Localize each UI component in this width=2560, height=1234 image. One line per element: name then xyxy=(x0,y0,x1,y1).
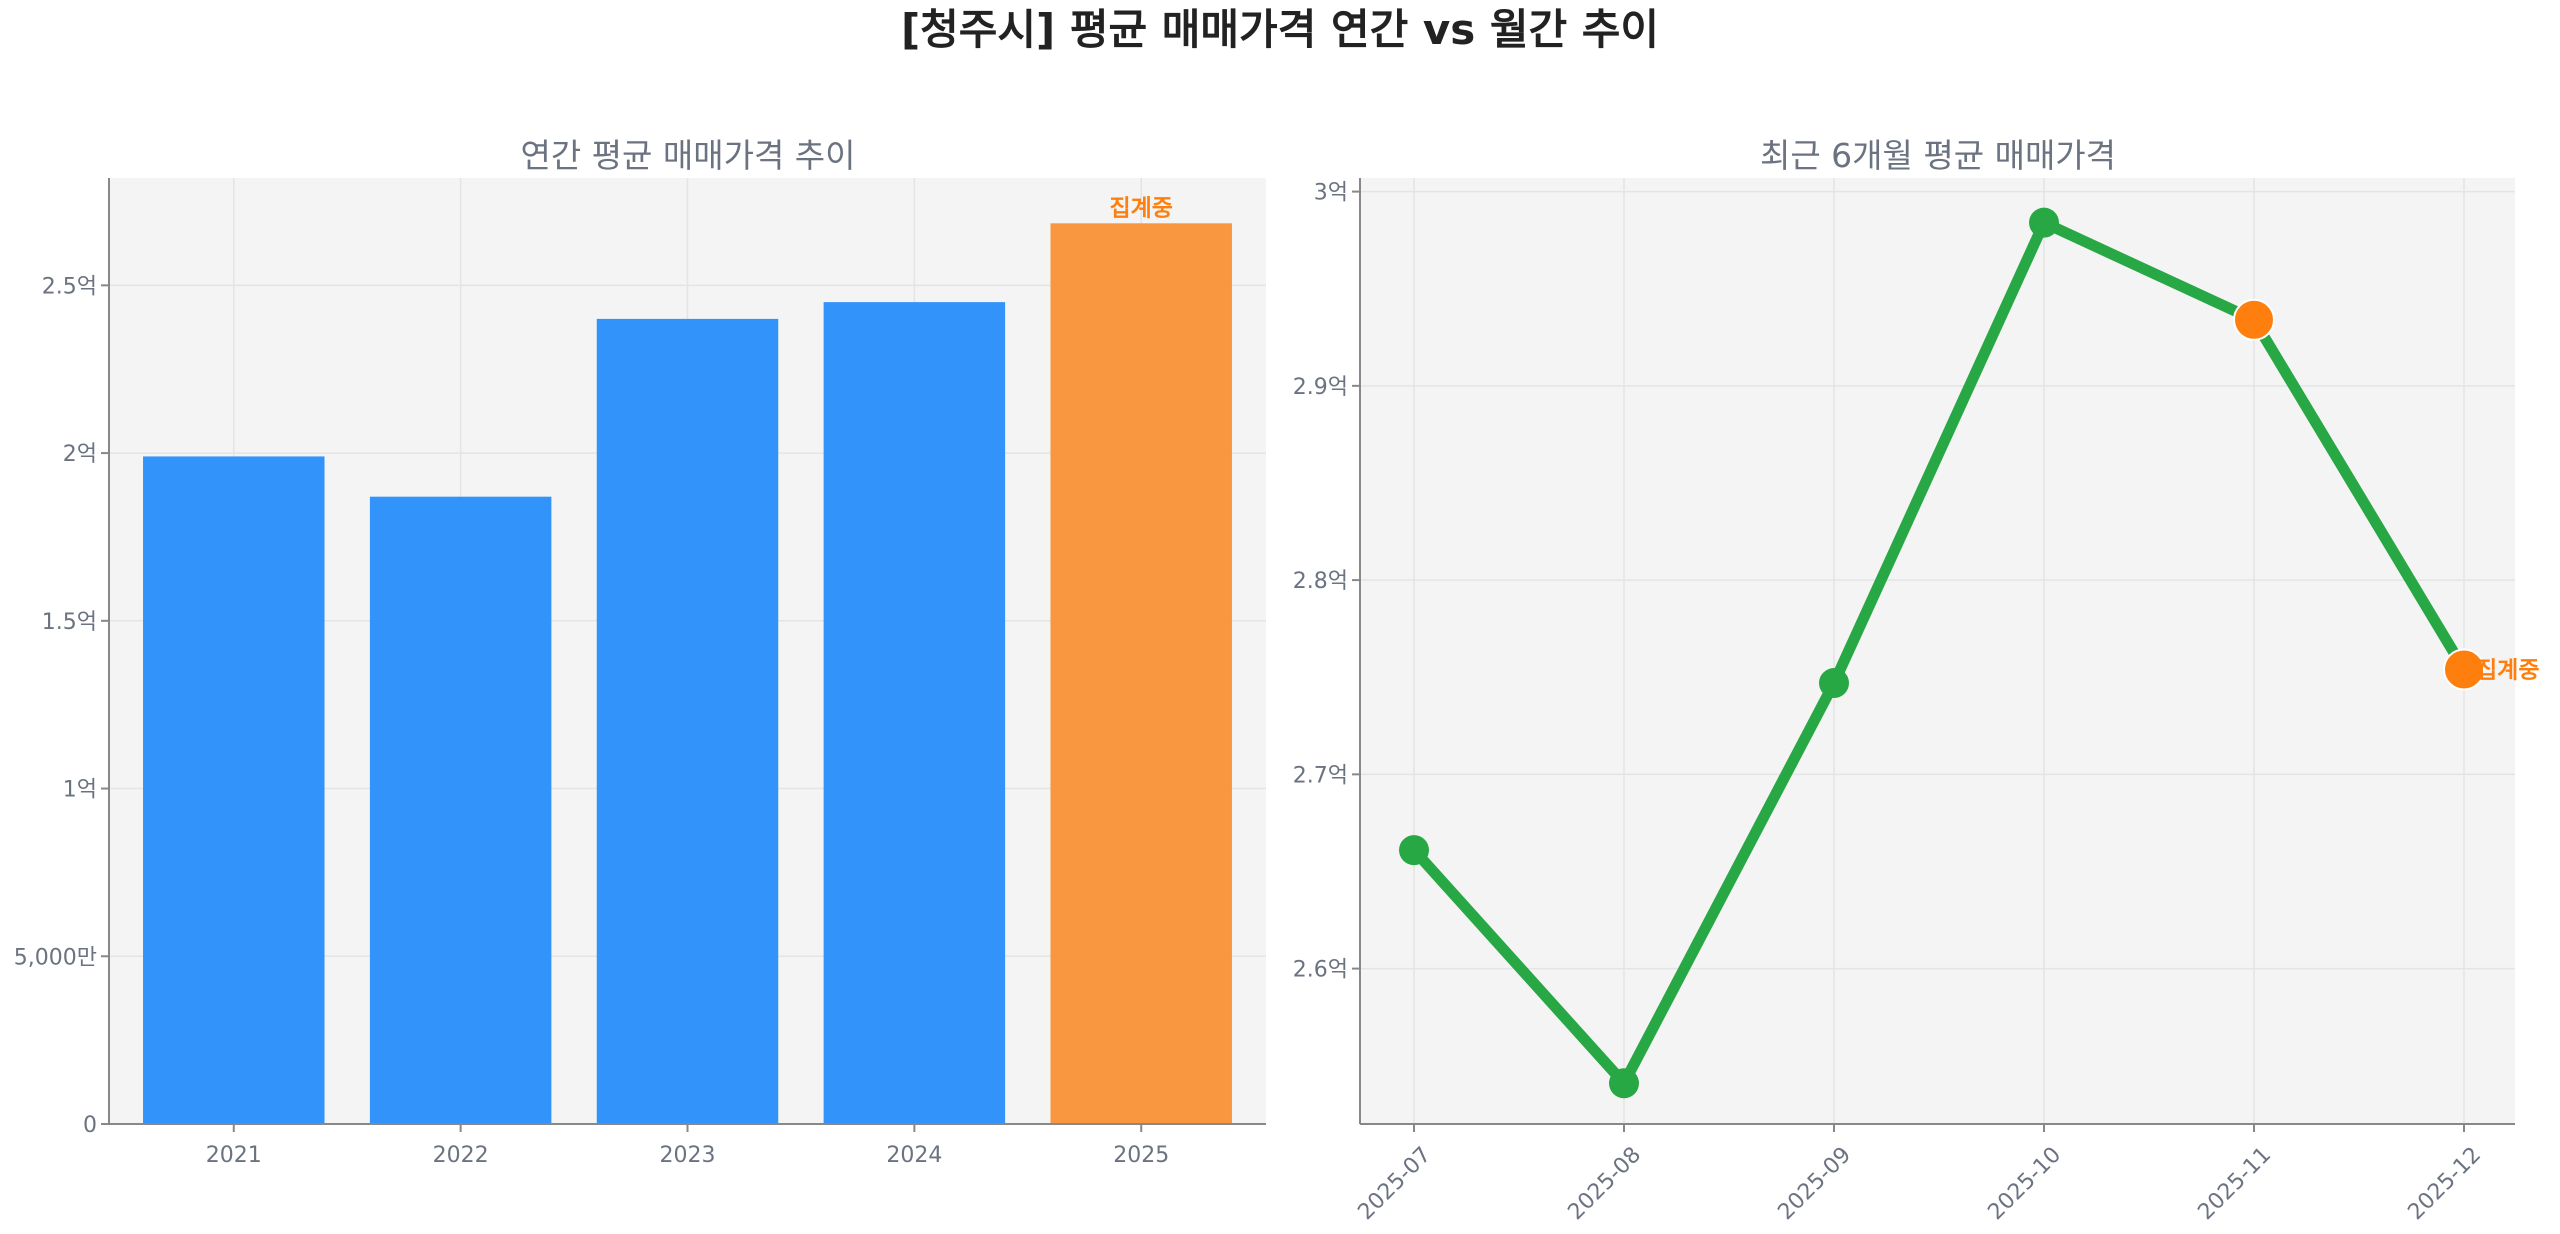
y-tick-label: 3억 xyxy=(1314,181,1348,206)
plot-area xyxy=(1360,178,2515,1124)
annotation-label: 집계중 xyxy=(1109,195,1172,221)
y-tick-label: 2.8억 xyxy=(1293,569,1348,594)
data-point-2025-11 xyxy=(2233,298,2275,341)
series-line xyxy=(1409,217,2469,1089)
monthly-chart-title: 최근 6개월 평균 매매가격 xyxy=(1760,136,2116,175)
annual-chart-title: 연간 평균 매매가격 추이 xyxy=(520,136,855,175)
x-tick-label: 2023 xyxy=(660,1143,716,1168)
data-point-2025-07 xyxy=(1399,835,1429,866)
y-tick-label: 2.9억 xyxy=(1293,375,1348,400)
x-tick-label: 2025-11 xyxy=(2193,1142,2276,1225)
bar-2021 xyxy=(143,456,325,1124)
monthly-line-chart: 최근 6개월 평균 매매가격 2025-07 2025-08 2025-09 2025… xyxy=(1293,136,2540,1225)
bar-2024 xyxy=(823,302,1006,1124)
y-tick-label: 0 xyxy=(83,1113,97,1138)
x-tick-label: 2024 xyxy=(886,1143,942,1168)
x-tick-label: 2025 xyxy=(1113,1143,1169,1168)
bar-2023 xyxy=(596,318,779,1124)
data-point-2025-10 xyxy=(2029,207,2059,238)
data-point-2025-12 xyxy=(2443,648,2485,691)
x-tick-label: 2021 xyxy=(206,1143,262,1168)
annual-bar-chart: 연간 평균 매매가격 추이 2021 2022 2023 2024 2025 집계중 0 5,… xyxy=(14,136,1266,1168)
x-tick-label: 2025-10 xyxy=(1983,1142,2066,1225)
y-tick-label: 1억 xyxy=(63,778,97,803)
x-tick-label: 2025-07 xyxy=(1353,1142,1436,1225)
x-tick-label: 2025-12 xyxy=(2403,1142,2486,1225)
data-point-2025-08 xyxy=(1609,1068,1639,1099)
y-tick-label: 5,000만 xyxy=(14,945,97,970)
y-tick-label: 2.6억 xyxy=(1293,958,1348,983)
y-tick-label: 2.5억 xyxy=(42,274,97,299)
bar-2025 xyxy=(1050,223,1232,1124)
y-tick-label: 2억 xyxy=(63,442,97,467)
figure-title: [청주시] 평균 매매가격 연간 vs 월간 추이 xyxy=(901,5,1659,54)
data-point-2025-09 xyxy=(1819,668,1849,699)
annotation-label: 집계중 xyxy=(2476,657,2539,683)
bar-2022 xyxy=(369,496,552,1124)
x-tick-label: 2022 xyxy=(433,1143,489,1168)
x-tick-label: 2025-08 xyxy=(1563,1142,1646,1225)
y-tick-label: 2.7억 xyxy=(1293,763,1348,788)
y-tick-label: 1.5억 xyxy=(42,610,97,635)
x-tick-label: 2025-09 xyxy=(1773,1142,1856,1225)
